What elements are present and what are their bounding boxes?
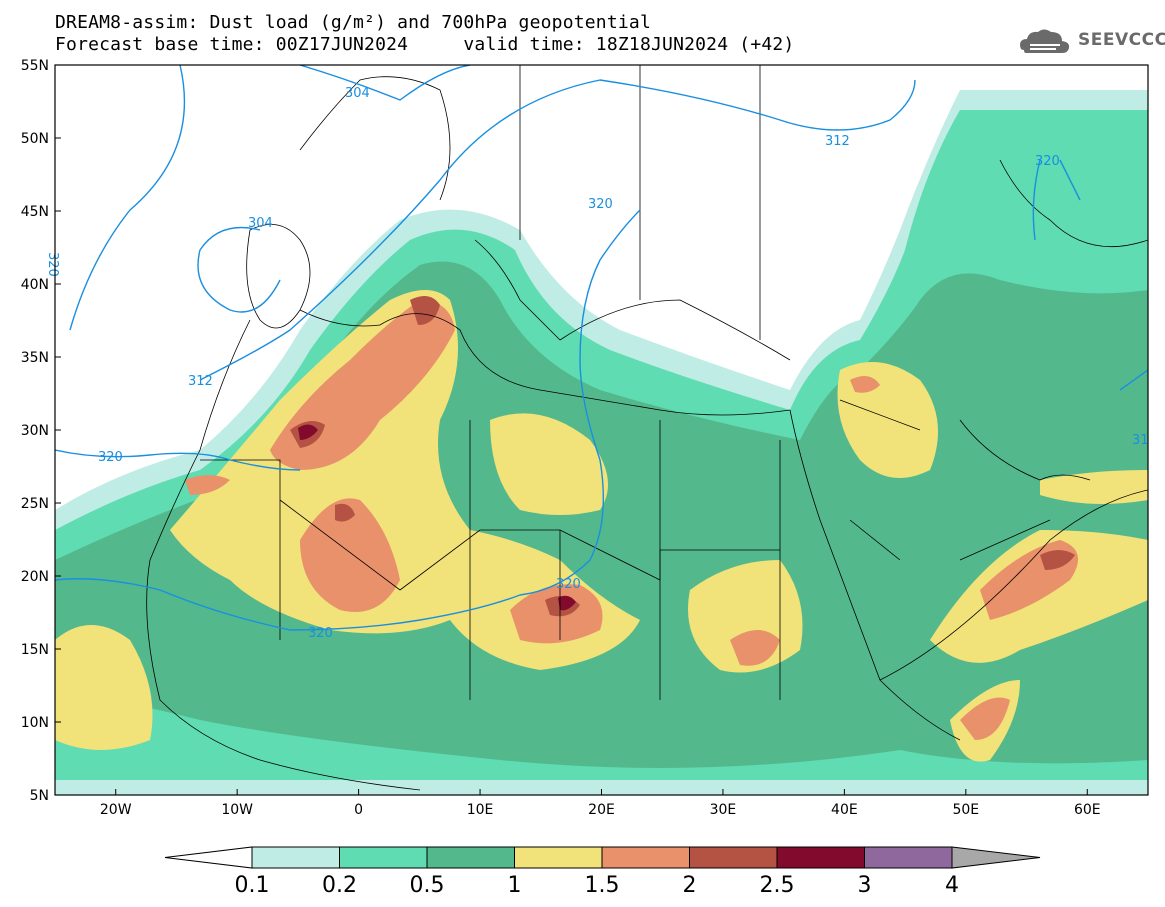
colorbar-swatch: [601, 846, 690, 869]
colorbar-swatch: [776, 846, 865, 869]
lat-label: 5N: [30, 788, 49, 804]
colorbar-label: 0.2: [322, 873, 357, 898]
lon-label: 20W: [100, 802, 132, 818]
colorbar: 0.1 0.2 0.5 1 1.5 2 2.5 3 4: [164, 846, 1041, 898]
lat-label: 50N: [21, 131, 49, 147]
contour-label: 312: [825, 134, 850, 149]
colorbar-label: 1.5: [585, 873, 620, 898]
lon-label: 30E: [710, 802, 737, 818]
colorbar-swatch: [864, 846, 953, 869]
lat-label: 20N: [21, 569, 49, 585]
dust-level-2-5: [298, 424, 318, 440]
contour-label: 312: [188, 374, 213, 389]
colorbar-swatch: [689, 846, 778, 869]
colorbar-extension-high: [951, 846, 1041, 869]
lon-label: 50E: [952, 802, 979, 818]
contour-label: 304: [345, 86, 370, 101]
lon-label: 60E: [1074, 802, 1101, 818]
lat-label: 10N: [21, 715, 49, 731]
coastlines: [146, 65, 1148, 791]
contour-label: 31: [1132, 433, 1149, 448]
lon-label: 10E: [467, 802, 494, 818]
colorbar-swatch: [339, 846, 428, 869]
colorbar-extension-low: [164, 846, 253, 869]
colorbar-label: 0.1: [235, 873, 270, 898]
lon-label: 10W: [221, 802, 253, 818]
colorbar-swatch: [251, 846, 340, 869]
map-title: DREAM8-assim: Dust load (g/m²) and 700hP…: [55, 12, 651, 33]
lat-label: 30N: [21, 423, 49, 439]
contour-label: 320: [98, 450, 123, 465]
lat-label: 35N: [21, 350, 49, 366]
dust-level-1: [170, 290, 640, 670]
contour-label: 320: [45, 252, 60, 277]
colorbar-swatch: [514, 846, 603, 869]
lat-label: 40N: [21, 277, 49, 293]
dust-field: [55, 65, 1148, 795]
lat-label: 55N: [21, 58, 49, 74]
colorbar-label: 4: [945, 873, 959, 898]
logo-text: SEEVCCC: [1078, 30, 1165, 50]
contour-label: 320: [1035, 154, 1060, 169]
lat-label: 15N: [21, 642, 49, 658]
geopotential-contours: [55, 65, 1148, 631]
colorbar-label: 0.5: [410, 873, 445, 898]
cloud-logo-icon: [1020, 29, 1070, 53]
contour-labels: 304 312 320 304 312 320 320 320 320 31 3…: [45, 86, 1149, 641]
lat-label: 45N: [21, 204, 49, 220]
contour-label: 320: [556, 577, 581, 592]
contour-label: 320: [308, 626, 333, 641]
lon-label: 40E: [831, 802, 858, 818]
lat-label: 25N: [21, 496, 49, 512]
colorbar-label: 3: [858, 873, 872, 898]
contour-label: 320: [588, 197, 613, 212]
lon-label: 20E: [588, 802, 615, 818]
lon-label: 0: [354, 802, 363, 818]
forecast-time-line: Forecast base time: 00Z17JUN2024 valid t…: [55, 34, 795, 55]
colorbar-label: 2.5: [760, 873, 795, 898]
colorbar-swatch: [426, 846, 515, 869]
colorbar-label: 1: [508, 873, 522, 898]
contour-label: 304: [248, 216, 273, 231]
latitude-axis: 55N 50N 45N 40N 35N 30N 25N 20N 15N 10N 5N: [21, 58, 61, 804]
colorbar-label: 2: [683, 873, 697, 898]
longitude-axis: 20W 10W 0 10E 20E 30E 40E 50E 60E: [100, 789, 1101, 818]
